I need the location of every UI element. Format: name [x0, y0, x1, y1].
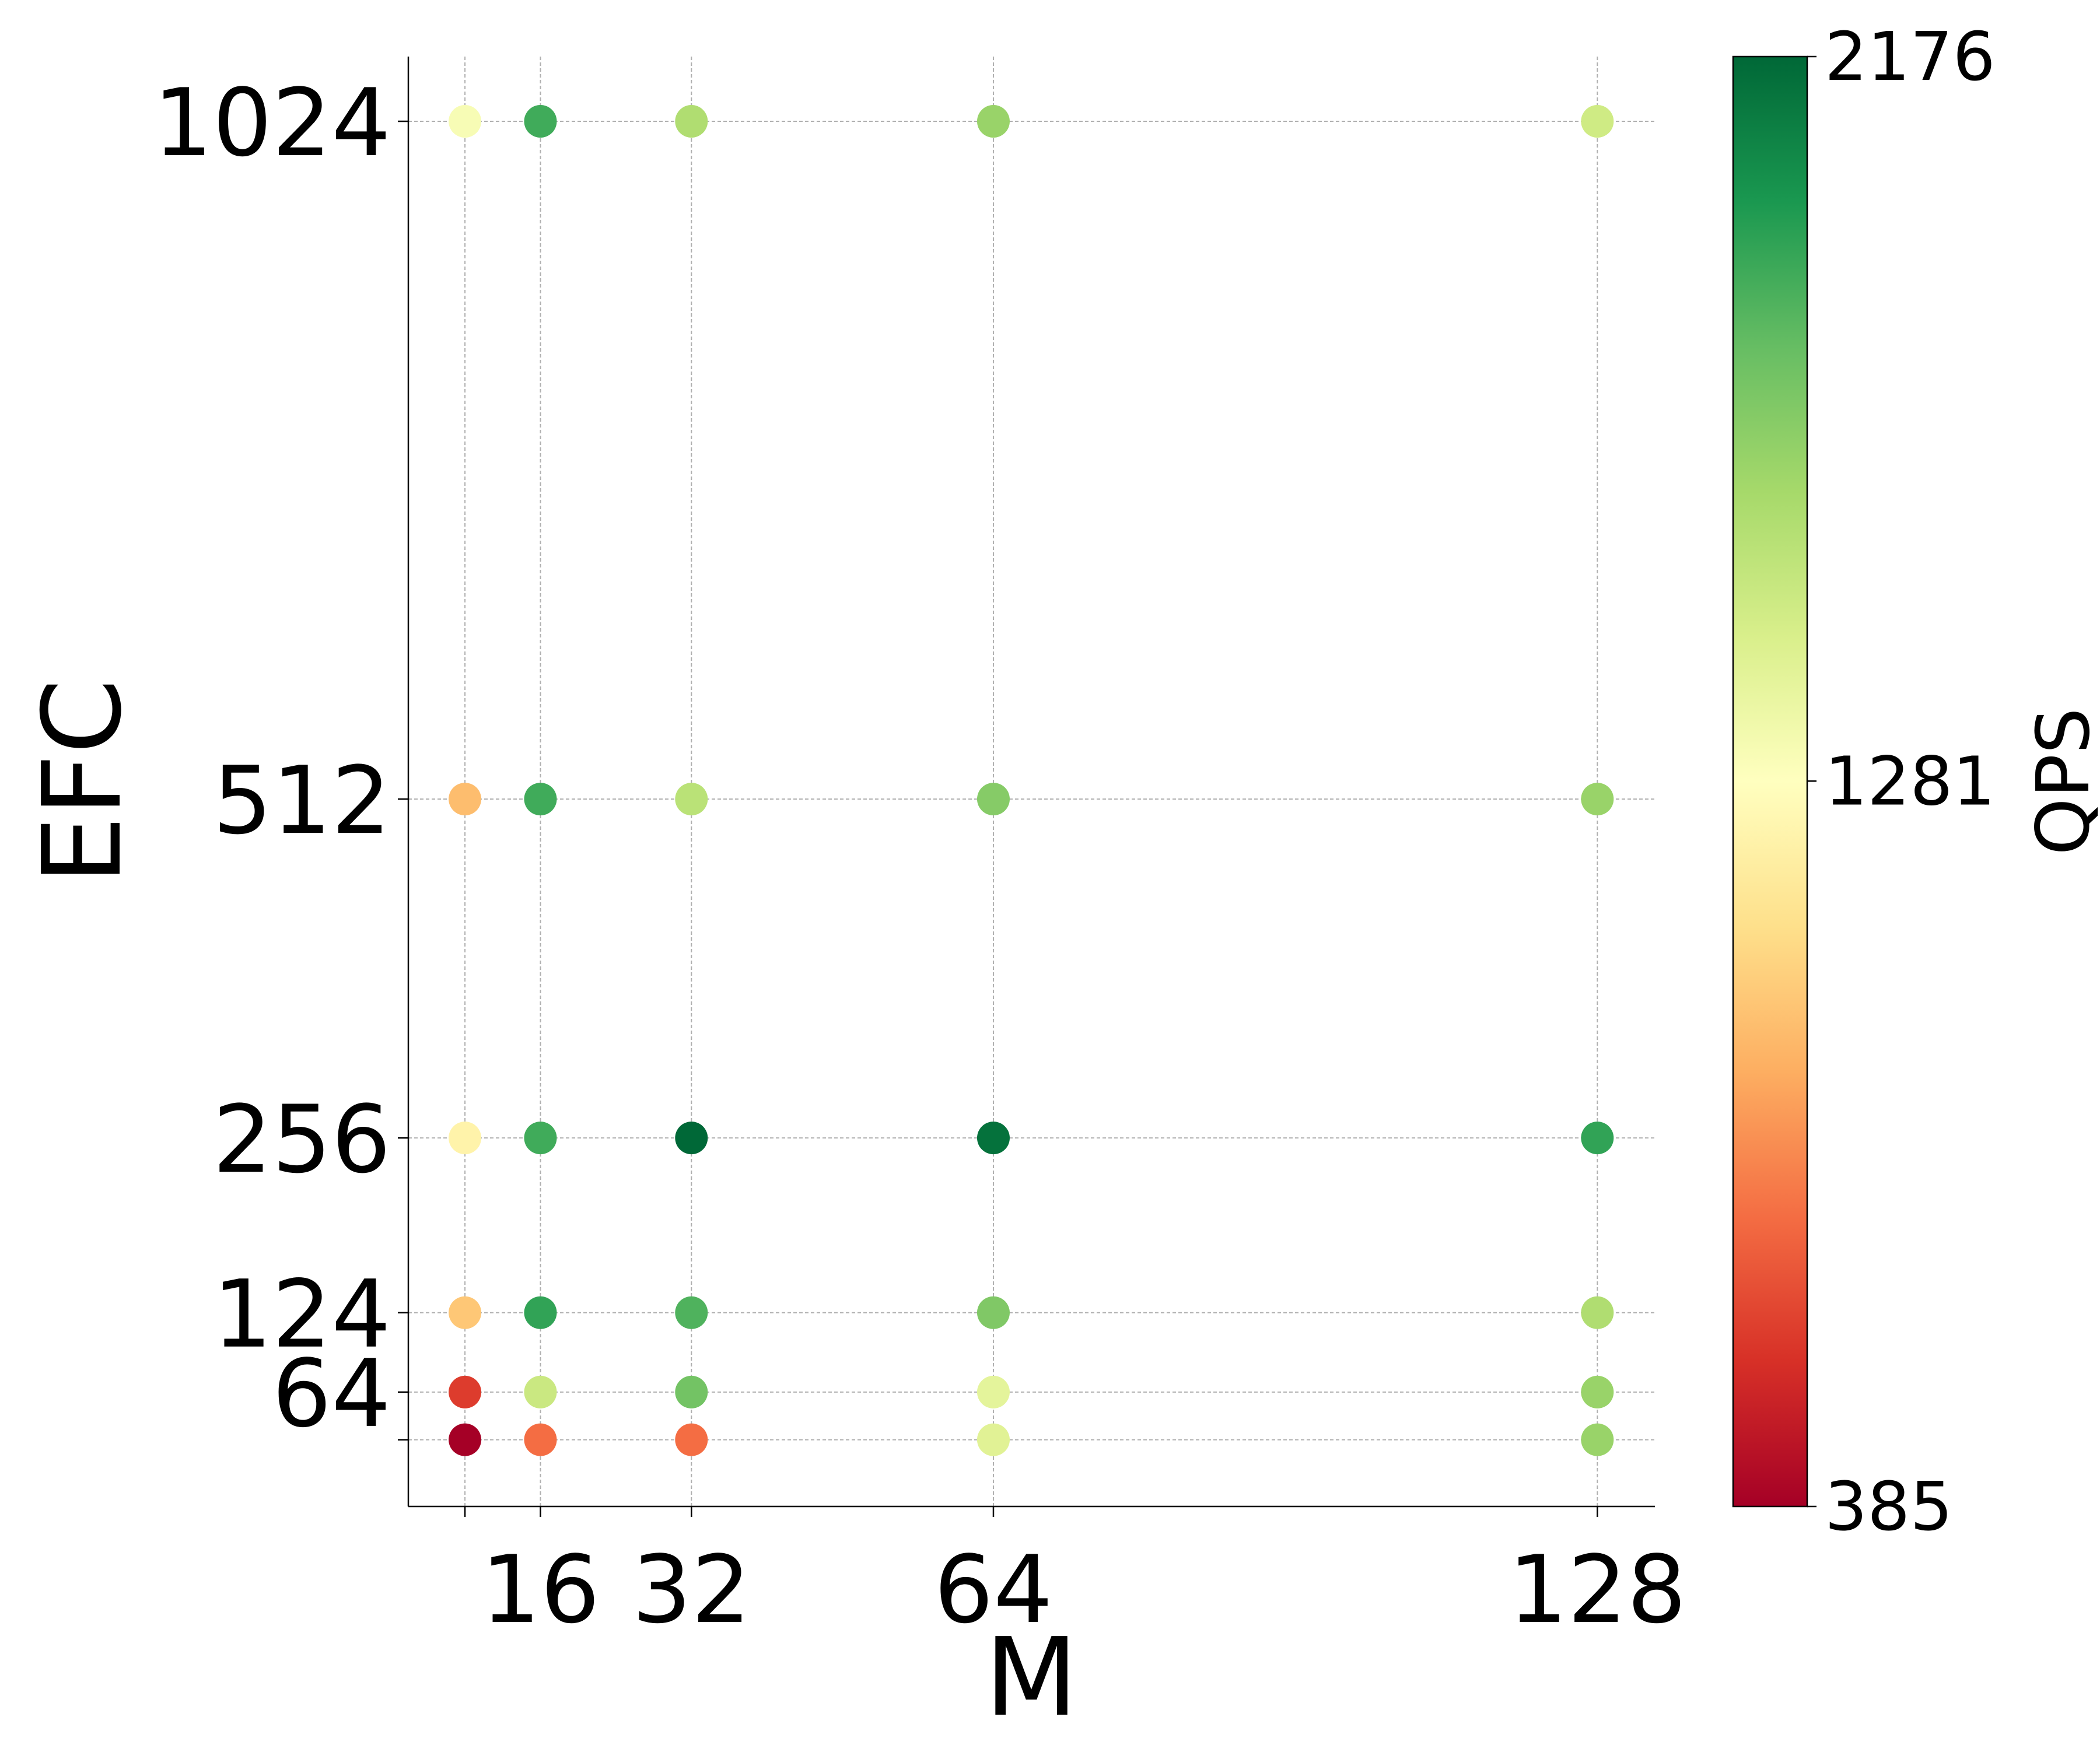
point: [977, 1122, 1010, 1155]
colorbar-tick-label: 1281: [1825, 742, 1996, 821]
point: [977, 104, 1010, 138]
point: [449, 783, 482, 816]
point: [1581, 1122, 1614, 1155]
grid: [408, 57, 1655, 1506]
y-tick-label: 64: [272, 1339, 391, 1448]
y-tick-label: 1024: [153, 68, 391, 177]
point: [675, 783, 708, 816]
x-tick-label: 16: [481, 1535, 600, 1644]
y-axis-label: EFC: [19, 679, 145, 884]
point: [675, 1122, 708, 1155]
point: [524, 783, 557, 816]
point: [524, 1122, 557, 1155]
x-axis-label: M: [985, 1614, 1078, 1740]
point: [675, 1423, 708, 1456]
point: [449, 1423, 482, 1456]
points: [449, 104, 1614, 1456]
colorbar-tick-label: 2176: [1825, 18, 1996, 96]
point: [977, 1296, 1010, 1329]
colorbar-label: QPS: [2021, 707, 2100, 855]
point: [449, 1122, 482, 1155]
point: [1581, 104, 1614, 138]
point: [977, 1375, 1010, 1408]
point: [524, 1375, 557, 1408]
y-tick-label: 124: [213, 1260, 391, 1369]
point: [449, 1296, 482, 1329]
y-tick-label: 256: [213, 1085, 391, 1194]
point: [675, 1296, 708, 1329]
point: [1581, 1423, 1614, 1456]
point: [1581, 1296, 1614, 1329]
point: [675, 1375, 708, 1408]
point: [524, 1296, 557, 1329]
point: [675, 104, 708, 138]
point: [524, 1423, 557, 1456]
point: [524, 104, 557, 138]
colorbar: [1732, 55, 1808, 1508]
point: [449, 1375, 482, 1408]
x-tick-label: 32: [632, 1535, 751, 1644]
colorbar-tick-label: 385: [1825, 1468, 1953, 1546]
point: [449, 104, 482, 138]
y-tick-label: 512: [213, 746, 391, 855]
x-tick-label: 128: [1508, 1535, 1686, 1644]
point: [1581, 783, 1614, 816]
x-tick-label: 64: [934, 1535, 1053, 1644]
point: [1581, 1375, 1614, 1408]
point: [977, 1423, 1010, 1456]
point: [977, 783, 1010, 816]
